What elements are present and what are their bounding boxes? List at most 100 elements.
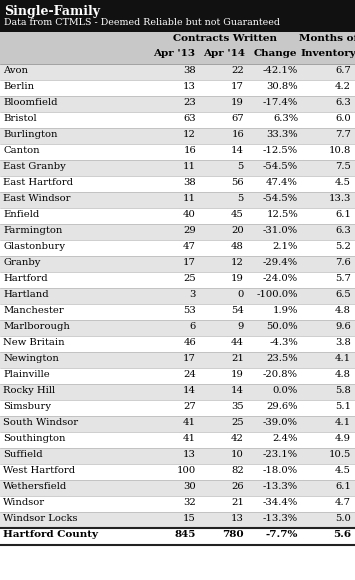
Text: 22: 22 [231,66,244,75]
Text: Plainville: Plainville [3,370,50,379]
Bar [0,464,355,480]
Text: 0.0%: 0.0% [273,386,298,395]
Text: 82: 82 [231,466,244,475]
Bar [0,336,355,352]
Text: 25: 25 [231,418,244,427]
Text: 13: 13 [183,82,196,91]
Text: Manchester: Manchester [3,306,64,315]
Text: 3.8: 3.8 [335,338,351,347]
Text: 10.8: 10.8 [329,146,351,155]
Bar [0,512,355,528]
Text: Windsor: Windsor [3,498,45,507]
Text: Rocky Hill: Rocky Hill [3,386,55,395]
Text: Contracts Written: Contracts Written [173,34,277,43]
Text: -18.0%: -18.0% [263,466,298,475]
Text: Windsor Locks: Windsor Locks [3,514,77,523]
Bar [0,240,355,256]
Text: Wethersfield: Wethersfield [3,482,67,491]
Text: Simsbury: Simsbury [3,402,51,411]
Text: Bloomfield: Bloomfield [3,98,58,107]
Text: 46: 46 [183,338,196,347]
Text: 25: 25 [183,274,196,283]
Text: 6.1: 6.1 [335,210,351,219]
Bar [0,384,355,400]
Text: 11: 11 [183,194,196,203]
Text: -12.5%: -12.5% [263,146,298,155]
Text: Southington: Southington [3,434,66,443]
Text: 11: 11 [183,162,196,171]
Text: -34.4%: -34.4% [263,498,298,507]
Text: Granby: Granby [3,258,40,267]
Text: Hartford: Hartford [3,274,48,283]
Text: 4.5: 4.5 [335,466,351,475]
Text: 7.6: 7.6 [335,258,351,267]
Text: 30: 30 [183,482,196,491]
Bar [0,64,355,80]
Text: 24: 24 [183,370,196,379]
Text: 38: 38 [183,178,196,187]
Text: 5.1: 5.1 [335,402,351,411]
Bar [0,80,355,96]
Text: East Granby: East Granby [3,162,66,171]
Bar [0,96,355,112]
Text: 6.5: 6.5 [335,290,351,299]
Text: Hartland: Hartland [3,290,49,299]
Text: 19: 19 [231,370,244,379]
Text: 6.0: 6.0 [335,114,351,123]
Text: 48: 48 [231,242,244,251]
Text: 19: 19 [231,274,244,283]
Text: South Windsor: South Windsor [3,418,78,427]
Text: 12.5%: 12.5% [266,210,298,219]
Text: 56: 56 [231,178,244,187]
Bar [0,496,355,512]
Bar [0,47,355,64]
Text: -4.3%: -4.3% [269,338,298,347]
Text: 47: 47 [183,242,196,251]
Text: 7.5: 7.5 [335,162,351,171]
Text: -31.0%: -31.0% [263,226,298,235]
Text: -39.0%: -39.0% [263,418,298,427]
Bar [0,304,355,320]
Text: -17.4%: -17.4% [263,98,298,107]
Text: 4.5: 4.5 [335,178,351,187]
Text: 5.8: 5.8 [335,386,351,395]
Bar [0,368,355,384]
Text: -20.8%: -20.8% [263,370,298,379]
Text: -13.3%: -13.3% [263,514,298,523]
Bar [0,448,355,464]
Text: 42: 42 [231,434,244,443]
Text: 15: 15 [183,514,196,523]
Text: 9: 9 [237,322,244,331]
Text: 2.4%: 2.4% [273,434,298,443]
Text: 29: 29 [183,226,196,235]
Text: -13.3%: -13.3% [263,482,298,491]
Text: 6: 6 [190,322,196,331]
Text: 63: 63 [184,114,196,123]
Text: 19: 19 [231,98,244,107]
Text: 17: 17 [183,354,196,363]
Text: 4.1: 4.1 [335,418,351,427]
Text: 6.1: 6.1 [335,482,351,491]
Text: 21: 21 [231,498,244,507]
Bar [0,432,355,448]
Bar [0,160,355,176]
Text: East Windsor: East Windsor [3,194,71,203]
Text: Enfield: Enfield [3,210,39,219]
Text: Single-Family: Single-Family [4,5,100,18]
Bar [0,128,355,144]
Text: -42.1%: -42.1% [263,66,298,75]
Text: -24.0%: -24.0% [263,274,298,283]
Text: 6.3: 6.3 [335,226,351,235]
Text: 13: 13 [231,514,244,523]
Text: 5.2: 5.2 [335,242,351,251]
Text: Newington: Newington [3,354,59,363]
Text: 45: 45 [231,210,244,219]
Text: 3: 3 [190,290,196,299]
Bar [0,224,355,240]
Text: 38: 38 [183,66,196,75]
Text: 845: 845 [175,530,196,539]
Bar [0,320,355,336]
Text: 13: 13 [183,450,196,459]
Text: 29.6%: 29.6% [267,402,298,411]
Text: -23.1%: -23.1% [263,450,298,459]
